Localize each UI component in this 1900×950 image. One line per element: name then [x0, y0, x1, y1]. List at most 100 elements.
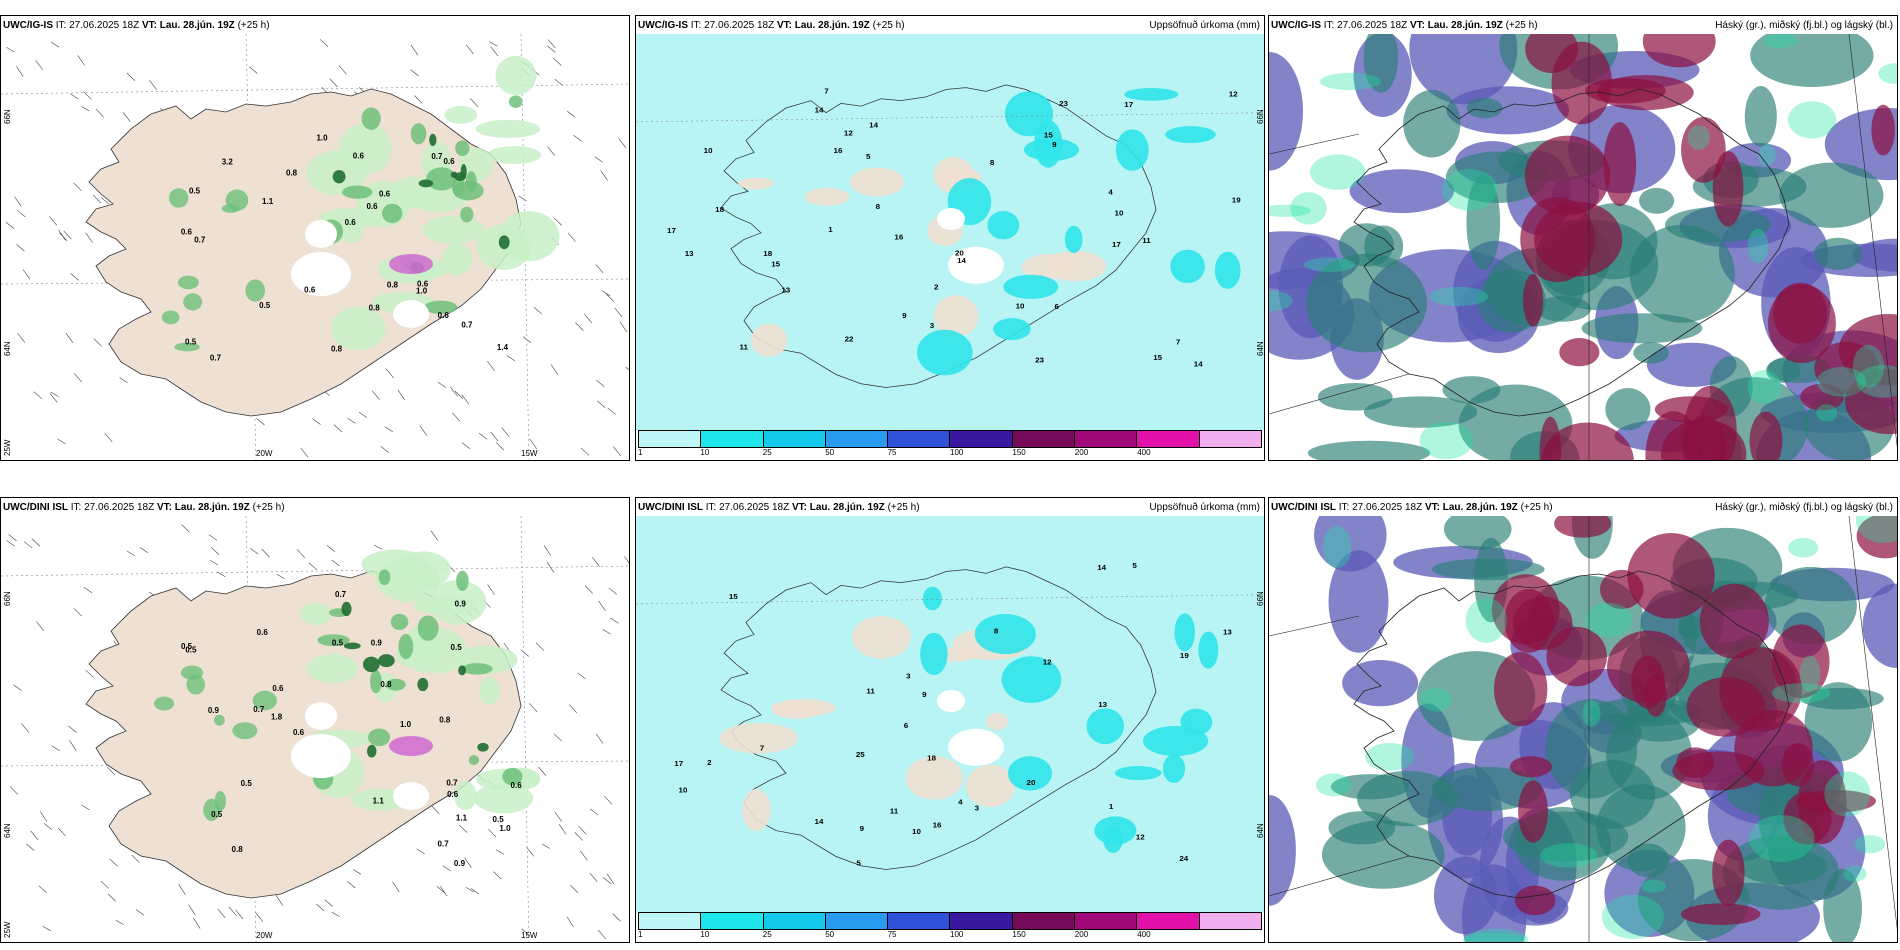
wind-barb	[228, 906, 237, 916]
dry-area	[1044, 250, 1107, 282]
wind-barb	[430, 530, 439, 541]
wind-barb	[612, 913, 621, 922]
map-area: 0.7 0.5 0.6 0.7 0.6 0.8 0.6 1.0 0.7 1.1 0.6 0.6 0.8 0…	[1, 34, 629, 460]
cloud-edge	[1762, 34, 1798, 49]
wind-barb	[501, 427, 510, 437]
wind-barb	[624, 556, 629, 564]
precip-value: 0.8	[380, 680, 392, 689]
legend-tick: 10	[700, 930, 710, 939]
mid-cloud-area	[1779, 162, 1884, 228]
wind-barb	[33, 391, 43, 400]
wind-barb	[526, 846, 535, 857]
mid-cloud-area	[1750, 34, 1874, 88]
cloud-edge	[1816, 367, 1866, 397]
high-cloud-area	[1856, 516, 1897, 559]
precip-mid-area	[245, 279, 266, 302]
wind-barb	[550, 364, 559, 375]
precip-value: 0.7	[253, 705, 265, 714]
legend-swatch	[1075, 431, 1138, 447]
precip-mid-area	[456, 570, 469, 592]
wind-barb	[495, 441, 504, 451]
precip-mid-area	[221, 204, 240, 213]
lat-label: 25W	[3, 439, 12, 456]
accum-value: 5	[1132, 561, 1137, 570]
precip-light-area	[395, 551, 451, 589]
wind-barb	[529, 703, 538, 713]
precip-dark-area	[418, 179, 434, 188]
accum-light-area	[917, 329, 973, 376]
wind-barb	[553, 733, 563, 742]
precip-value: 1.4	[497, 343, 509, 352]
wind-barb	[464, 857, 472, 868]
low-cloud-area	[1314, 516, 1387, 572]
cloud-edge	[1303, 257, 1356, 272]
cloud-edge	[1601, 894, 1664, 939]
wind-barb	[595, 264, 604, 274]
precip-value: 0.6	[293, 728, 305, 737]
accum-value: 25	[856, 750, 866, 759]
panel-subtitle: Háský (gr.), miðský (fj.bl.) og lágský (…	[1715, 20, 1893, 31]
lon-label: 20W	[256, 449, 273, 458]
accum-value: 10	[912, 827, 921, 836]
high-cloud-area	[1546, 626, 1607, 687]
wind-barb	[5, 222, 15, 229]
lat-label: 66N	[3, 109, 12, 124]
mid-cloud-area	[1605, 387, 1651, 431]
wind-barb	[580, 447, 590, 456]
precip-mid-area	[461, 663, 493, 675]
precip-value: 0.8	[331, 344, 343, 353]
precip-light-area	[498, 211, 560, 262]
accum-value: 16	[894, 233, 903, 242]
precip-value: 0.6	[304, 286, 316, 295]
panel-header: UWC/DINI ISL IT: 27.06.2025 18Z VT: Lau.…	[638, 502, 920, 513]
precip-dark-area	[343, 642, 361, 650]
accum-light-area	[1023, 138, 1080, 162]
wind-barb	[410, 44, 419, 56]
precip-value: 0.5	[181, 642, 193, 651]
wind-barb	[276, 573, 285, 580]
accum-value: 9	[922, 690, 926, 699]
precip-value: 0.8	[369, 303, 381, 312]
legend-swatch	[1137, 431, 1200, 447]
wind-barb	[104, 433, 113, 443]
cloud-edge	[1429, 286, 1489, 307]
wind-barb	[566, 916, 574, 928]
precip-light-area	[487, 146, 542, 165]
model: UWC/IG-IS	[638, 20, 688, 31]
precip-value: 0.6	[257, 628, 269, 637]
wind-barb	[574, 832, 583, 841]
wind-barb	[181, 524, 190, 533]
high-cloud-area	[1603, 122, 1637, 207]
precip-value: 0.5	[451, 643, 463, 652]
wind-barb	[9, 786, 19, 795]
precip-heavy-area	[389, 736, 433, 756]
precip-value: 0.5	[493, 815, 505, 824]
precip-light-area	[331, 306, 386, 351]
accum-value: 15	[1044, 131, 1054, 140]
wind-barb	[38, 885, 47, 894]
accum-value: 16	[834, 146, 843, 155]
precip-dark-area	[341, 601, 352, 617]
wind-barb	[188, 904, 196, 916]
accum-value: 19	[1180, 651, 1189, 660]
wind-barb	[547, 39, 556, 49]
precip-value: 0.6	[447, 790, 459, 799]
precip-dark-area	[417, 677, 429, 692]
wind-barb	[347, 881, 356, 889]
wind-barb	[613, 446, 621, 456]
model: UWC/IG-IS	[3, 20, 53, 31]
legend-swatch	[950, 913, 1013, 929]
wind-barb	[107, 766, 116, 776]
accum-value: 14	[869, 121, 879, 130]
wind-barb	[547, 146, 556, 156]
legend-tick: 50	[825, 930, 835, 939]
accum-value: 9	[902, 311, 906, 320]
wind-barb	[100, 197, 110, 205]
wind-barb	[126, 72, 135, 81]
wind-barb	[57, 438, 66, 445]
accum-value: 17	[674, 759, 683, 768]
wind-barb	[40, 811, 48, 823]
wind-barb	[589, 872, 598, 882]
mid-cloud-area	[1403, 90, 1461, 158]
wind-barb	[568, 704, 577, 714]
